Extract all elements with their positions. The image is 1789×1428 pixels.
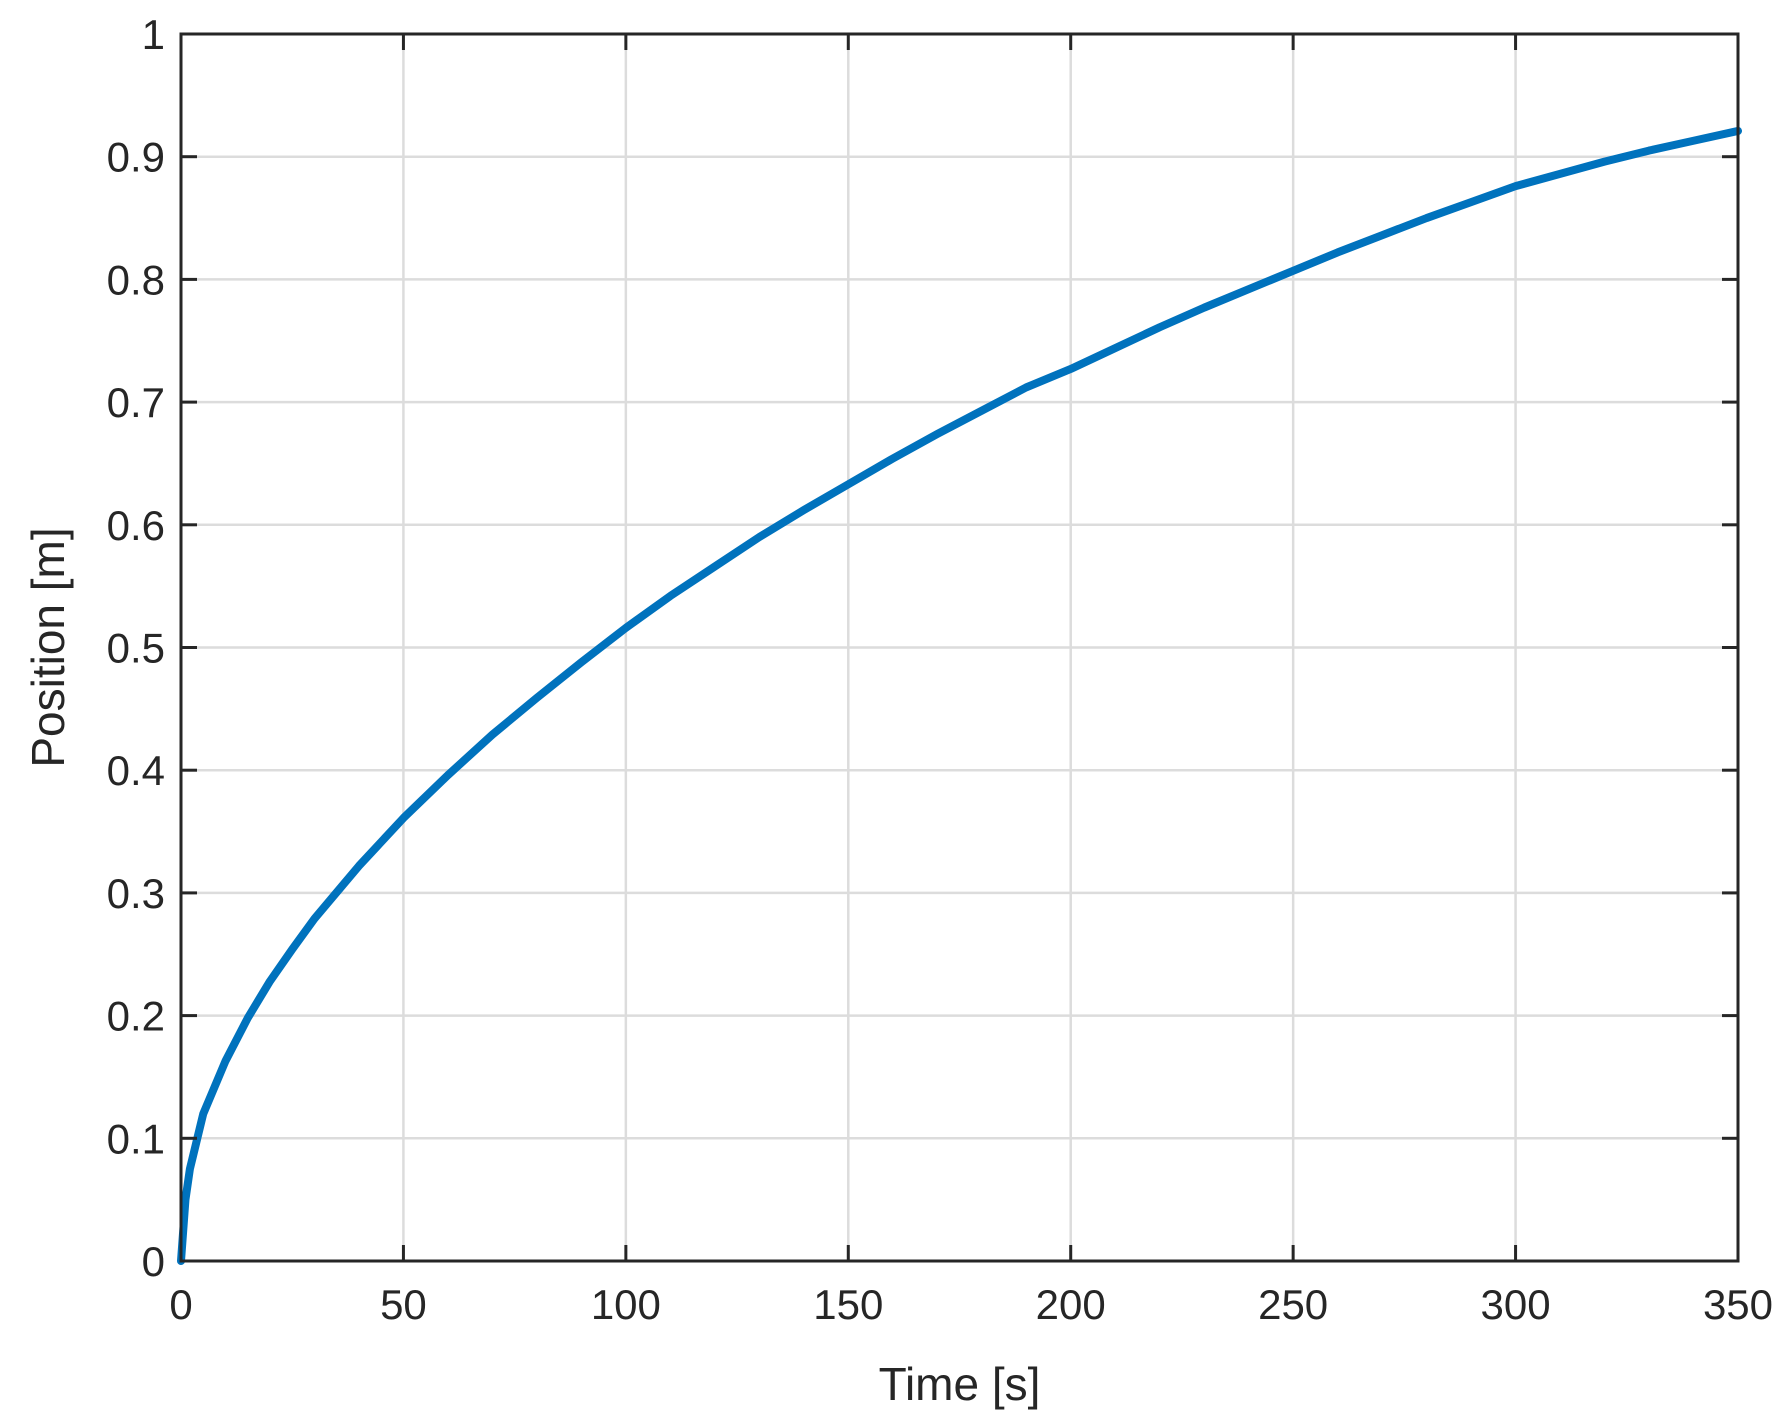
y-tick-label: 0.3 [107, 870, 165, 917]
y-tick-label: 0.5 [107, 625, 165, 672]
y-tick-label: 0.6 [107, 502, 165, 549]
series-layer [177, 126, 1742, 1265]
y-tick-label: 0.1 [107, 1115, 165, 1162]
x-tick-label: 300 [1481, 1281, 1551, 1328]
y-tick-label: 0.8 [107, 256, 165, 303]
x-tick-label: 250 [1258, 1281, 1328, 1328]
series-line-0 [177, 126, 1742, 1265]
x-tick-label: 350 [1703, 1281, 1773, 1328]
x-tick-label: 50 [380, 1281, 427, 1328]
x-tick-label: 100 [591, 1281, 661, 1328]
y-tick-labels: 0 0.1 0.2 0.3 0.4 0.5 0.6 0.7 0.8 0.9 1 [107, 11, 165, 1285]
x-tick-labels: 0 50 100 150 200 250 300 350 [169, 1281, 1773, 1328]
y-tick-label: 0.4 [107, 747, 165, 794]
y-tick-label: 0 [142, 1238, 165, 1285]
y-tick-label: 0.7 [107, 379, 165, 426]
x-axis-label: Time [s] [879, 1358, 1041, 1410]
x-tick-label: 150 [813, 1281, 883, 1328]
y-tick-label: 0.2 [107, 993, 165, 1040]
tick-marks [179, 32, 1740, 1263]
y-axis-label: Position [m] [22, 527, 74, 767]
x-tick-label: 200 [1036, 1281, 1106, 1328]
y-tick-label: 1 [142, 11, 165, 58]
grid [181, 34, 1738, 1261]
y-tick-label: 0.9 [107, 134, 165, 181]
x-tick-label: 0 [169, 1281, 192, 1328]
